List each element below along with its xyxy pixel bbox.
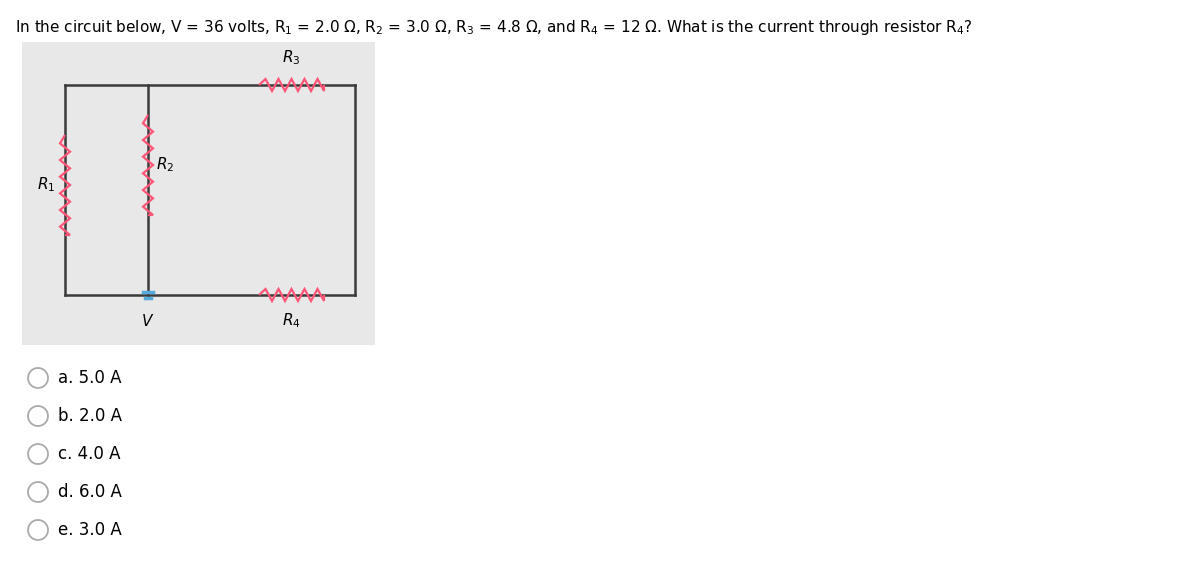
Text: a. 5.0 A: a. 5.0 A bbox=[58, 369, 121, 387]
Text: d. 6.0 A: d. 6.0 A bbox=[58, 483, 122, 501]
Text: e. 3.0 A: e. 3.0 A bbox=[58, 521, 121, 539]
Text: c. 4.0 A: c. 4.0 A bbox=[58, 445, 120, 463]
Text: $R_4$: $R_4$ bbox=[282, 311, 301, 330]
Text: $R_3$: $R_3$ bbox=[282, 48, 301, 67]
Text: In the circuit below, V = 36 volts, R$_1$ = 2.0 $\Omega$, R$_2$ = 3.0 $\Omega$, : In the circuit below, V = 36 volts, R$_1… bbox=[14, 18, 972, 37]
Bar bbox=[22, 42, 374, 345]
Text: $R_2$: $R_2$ bbox=[156, 156, 174, 174]
Text: $V$: $V$ bbox=[142, 313, 155, 329]
Text: b. 2.0 A: b. 2.0 A bbox=[58, 407, 122, 425]
Text: $R_1$: $R_1$ bbox=[37, 175, 55, 194]
